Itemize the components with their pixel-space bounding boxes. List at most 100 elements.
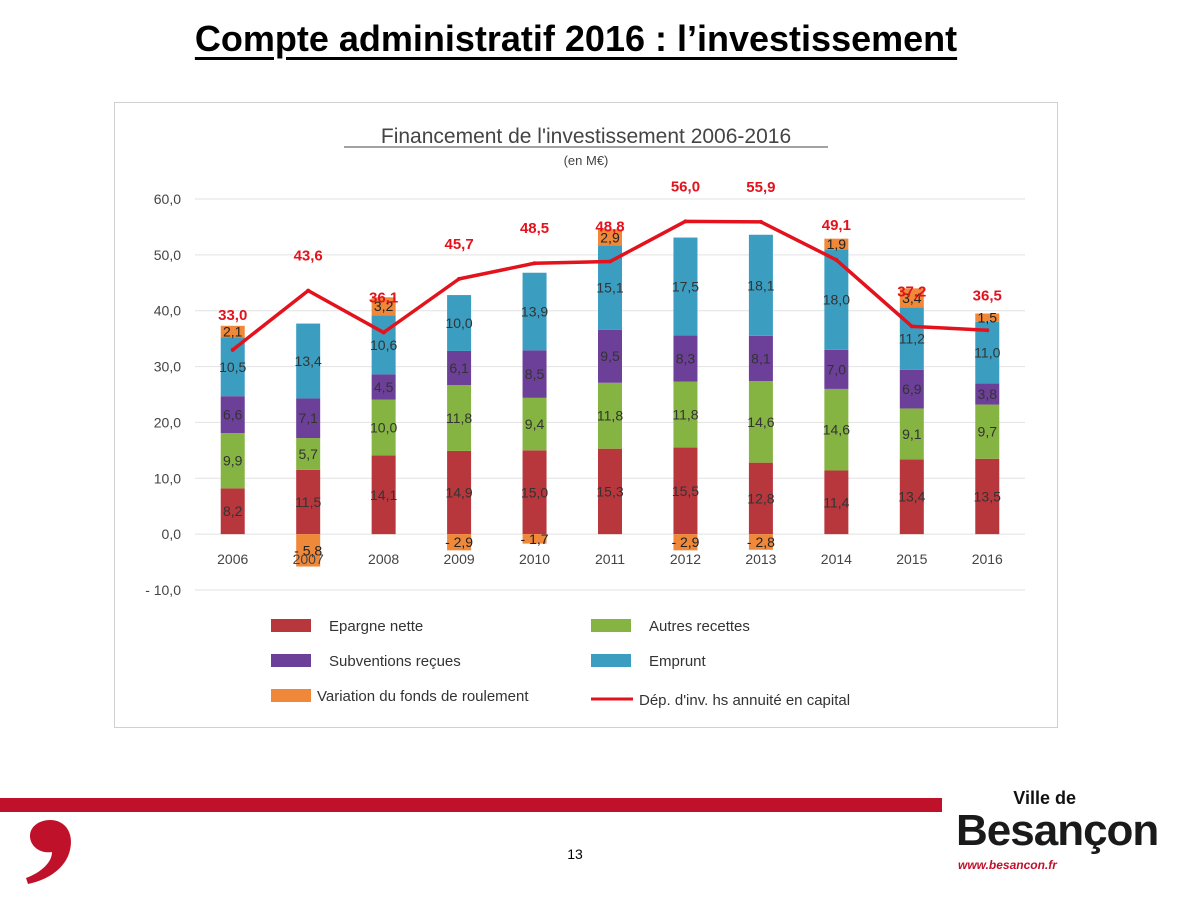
brand-url: www.besancon.fr xyxy=(958,858,1057,872)
bar-segment xyxy=(522,272,547,351)
bar-segment xyxy=(296,469,321,535)
line-point xyxy=(306,288,311,293)
y-tick-label: 30,0 xyxy=(154,359,181,375)
y-tick-label: 10,0 xyxy=(154,470,181,486)
bar-data-label: 17,5 xyxy=(672,278,699,294)
bar-data-label: 15,0 xyxy=(521,484,548,500)
bar-data-label: 11,0 xyxy=(974,345,1000,361)
bar-segment xyxy=(975,458,1000,535)
legend-label: Subventions reçues xyxy=(329,653,461,670)
line-data-label: 55,9 xyxy=(746,179,775,196)
bar-data-label: 12,8 xyxy=(747,490,774,506)
bar-segment xyxy=(371,374,396,400)
bar-data-label: 18,0 xyxy=(823,292,850,308)
bar-segment xyxy=(975,383,1000,405)
bar-segment xyxy=(899,288,924,308)
bar-data-label: 10,0 xyxy=(370,419,397,435)
legend-label: Variation du fonds de roulement xyxy=(317,688,529,705)
bar-data-label: 9,4 xyxy=(525,416,545,432)
bar-data-label: 3,4 xyxy=(902,290,922,306)
bar-data-label: 15,3 xyxy=(596,483,623,499)
bar-data-label: 13,9 xyxy=(521,304,548,320)
x-tick-label: 2010 xyxy=(519,551,550,567)
bar-data-label: 14,9 xyxy=(445,485,472,501)
bar-segment xyxy=(220,433,245,489)
bar-segment xyxy=(220,488,245,535)
bar-segment xyxy=(220,325,245,338)
bar-segment xyxy=(899,369,924,409)
bar-segment xyxy=(598,329,622,383)
bar-data-label: - 5,8 xyxy=(294,542,322,558)
legend-label: Epargne nette xyxy=(329,618,423,635)
line-data-label: 48,8 xyxy=(595,219,624,236)
bar-segment xyxy=(748,335,773,382)
bar-segment xyxy=(824,238,849,250)
line-data-label: 48,5 xyxy=(520,220,549,237)
line-point xyxy=(230,347,235,352)
bar-segment xyxy=(220,337,245,397)
x-tick-label: 2009 xyxy=(444,551,475,567)
legend-swatch xyxy=(271,689,311,702)
bar-segment xyxy=(748,234,773,336)
bar-segment xyxy=(522,350,547,398)
bar-segment xyxy=(598,382,622,449)
legend-swatch xyxy=(271,619,311,632)
bar-data-label: 3,8 xyxy=(978,386,998,402)
bar-segment xyxy=(975,404,1000,459)
legend-label: Emprunt xyxy=(649,653,707,670)
line-point xyxy=(381,330,386,335)
y-tick-label: 40,0 xyxy=(154,303,181,319)
bar-segment xyxy=(748,534,773,550)
bar-data-label: 3,2 xyxy=(374,298,394,314)
legend-label: Dép. d'inv. hs annuité en capital xyxy=(639,692,850,709)
bar-data-label: 4,5 xyxy=(374,379,394,395)
y-tick-label: 20,0 xyxy=(154,414,181,430)
bar-segment xyxy=(598,229,622,246)
legend-label: Autres recettes xyxy=(649,618,750,635)
slide-title: Compte administratif 2016 : l’investisse… xyxy=(194,18,958,59)
line-point xyxy=(985,328,990,333)
bar-data-label: 7,1 xyxy=(298,410,318,426)
bar-segment xyxy=(296,534,321,567)
bar-segment xyxy=(371,455,396,535)
bar-data-label: 15,5 xyxy=(672,483,699,499)
bar-segment xyxy=(598,448,622,535)
besancon-logo: Ville de Besançon www.besancon.fr xyxy=(950,784,1170,884)
bar-data-label: 8,3 xyxy=(676,350,696,366)
bar-segment xyxy=(522,450,547,535)
bar-segment xyxy=(522,534,547,544)
bar-data-label: 8,5 xyxy=(525,366,545,382)
bar-data-label: 18,1 xyxy=(747,277,774,293)
comma-logo-icon xyxy=(26,820,72,884)
bar-data-label: 14,1 xyxy=(370,487,397,503)
bar-segment xyxy=(824,349,849,389)
bar-segment xyxy=(371,399,396,456)
bar-segment xyxy=(975,313,1000,322)
line-point xyxy=(834,257,839,262)
bar-data-label: 1,5 xyxy=(978,310,998,326)
chart-frame: Financement de l'investissement 2006-201… xyxy=(114,102,1058,728)
bar-segment xyxy=(673,534,698,551)
bar-segment xyxy=(824,388,849,471)
bar-segment xyxy=(447,450,472,535)
brand-name: Besançon xyxy=(956,806,1159,855)
x-tick-label: 2006 xyxy=(217,551,248,567)
line-point xyxy=(457,276,462,281)
bar-segment xyxy=(447,385,472,451)
bar-segment xyxy=(296,323,321,399)
line-data-label: 43,6 xyxy=(294,248,323,265)
bar-data-label: - 2,9 xyxy=(671,534,699,550)
page-number: 13 xyxy=(567,846,583,862)
x-tick-label: 2015 xyxy=(896,551,927,567)
x-tick-label: 2008 xyxy=(368,551,399,567)
bar-data-label: 11,8 xyxy=(446,410,472,426)
bar-data-label: 11,5 xyxy=(295,494,321,510)
bar-segment xyxy=(296,438,321,470)
bar-data-label: 10,6 xyxy=(370,337,397,353)
bar-data-label: 2,9 xyxy=(600,229,620,245)
bar-data-label: 13,4 xyxy=(295,353,322,369)
bar-data-label: 8,2 xyxy=(223,503,243,519)
bar-data-label: 6,1 xyxy=(449,360,469,376)
y-tick-label: - 10,0 xyxy=(145,582,181,598)
line-data-label: 56,0 xyxy=(671,178,700,195)
